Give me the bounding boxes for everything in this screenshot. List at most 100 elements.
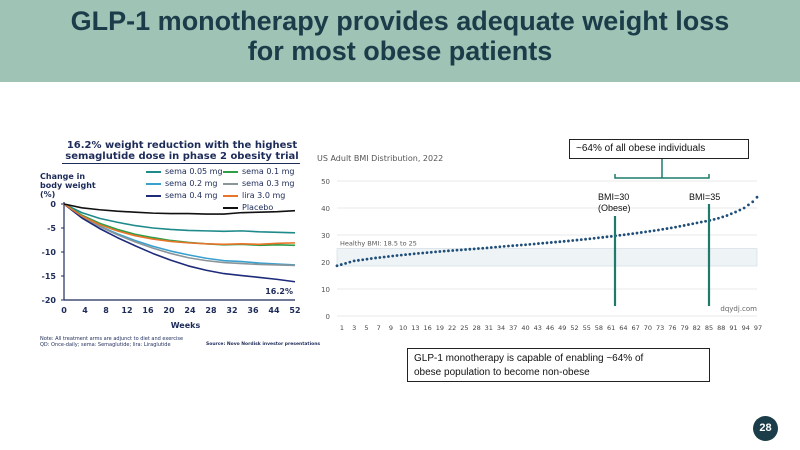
callout-bottom-line2: obese population to become non-obese bbox=[414, 367, 590, 378]
left-chart-ylabel-line3: (%) bbox=[40, 190, 56, 199]
x-tick-label: 40 bbox=[521, 324, 529, 332]
callout-top-box: ~64% of all obese individuals bbox=[569, 139, 749, 159]
x-tick-label: 16 bbox=[142, 306, 154, 315]
bmi-point bbox=[588, 237, 592, 241]
x-tick-label: 82 bbox=[693, 324, 701, 332]
bmi-point bbox=[618, 233, 622, 237]
bmi-point bbox=[575, 238, 579, 242]
bmi-point bbox=[558, 240, 562, 244]
bmi-point bbox=[481, 246, 485, 250]
legend-label: sema 0.1 mg bbox=[242, 167, 295, 176]
bmi-point bbox=[494, 245, 497, 249]
x-tick-label: 73 bbox=[656, 324, 664, 332]
bmi-point bbox=[387, 255, 390, 258]
x-tick-label: 3 bbox=[352, 324, 356, 332]
bmi-point bbox=[421, 251, 425, 255]
x-tick-label: 88 bbox=[717, 324, 725, 332]
bmi-point bbox=[687, 223, 690, 226]
bmi-point bbox=[352, 259, 356, 263]
x-tick-label: 43 bbox=[534, 324, 542, 332]
bmi-point bbox=[751, 200, 755, 204]
legend-label: Placebo bbox=[242, 203, 274, 212]
legend-swatch bbox=[223, 170, 238, 173]
x-tick-label: 28 bbox=[472, 324, 480, 332]
bmi-point bbox=[348, 260, 352, 264]
bmi-point bbox=[747, 203, 750, 207]
x-tick-label: 70 bbox=[644, 324, 652, 332]
bmi-point bbox=[665, 227, 669, 230]
legend-item: sema 0.2 mg bbox=[146, 179, 217, 188]
legend-swatch bbox=[223, 182, 238, 185]
bmi-point bbox=[417, 251, 420, 255]
x-tick-label: 28 bbox=[205, 306, 217, 315]
left-chart-title-divider bbox=[62, 163, 300, 164]
bmi-point bbox=[339, 263, 343, 266]
bmi-point bbox=[378, 256, 382, 259]
bmi-point bbox=[549, 241, 553, 244]
bmi-point bbox=[742, 206, 746, 210]
x-tick-label: 7 bbox=[377, 324, 381, 332]
x-tick-label: 64 bbox=[619, 324, 627, 332]
x-tick-label: 19 bbox=[436, 324, 444, 332]
bmi-point bbox=[412, 252, 416, 256]
bmi-point bbox=[335, 264, 339, 268]
series-line-lira-3-0-mg bbox=[63, 203, 296, 246]
bmi-point bbox=[648, 229, 652, 233]
x-tick-label: 76 bbox=[668, 324, 676, 332]
end-value-label: 16.2% bbox=[265, 287, 293, 296]
bmi-point bbox=[755, 195, 759, 199]
bmi-point bbox=[455, 248, 459, 252]
x-tick-label: 31 bbox=[485, 324, 493, 332]
bmi30-sublabel: (Obese) bbox=[598, 203, 631, 213]
bmi-point bbox=[605, 235, 609, 239]
bmi-point bbox=[374, 256, 377, 260]
callout-bottom-line1: GLP-1 monotherapy is capable of enabling… bbox=[414, 353, 644, 364]
bmi-point bbox=[532, 242, 536, 246]
bmi-point bbox=[519, 243, 523, 247]
legend-item: sema 0.05 mg bbox=[146, 167, 223, 176]
bmi-point bbox=[562, 239, 566, 243]
x-tick-label: 61 bbox=[607, 324, 615, 332]
left-chart-ylabel: Change in body weight (%) bbox=[40, 172, 96, 199]
bmi-point bbox=[682, 224, 686, 227]
left-chart-source: Source: Novo Nordisk investor presentati… bbox=[206, 342, 321, 347]
bmi-point bbox=[498, 245, 502, 249]
bmi-point bbox=[391, 254, 395, 258]
bmi-point bbox=[438, 250, 442, 253]
x-tick-label: 67 bbox=[632, 324, 640, 332]
legend-swatch bbox=[223, 194, 238, 197]
x-tick-label: 36 bbox=[247, 306, 259, 315]
legend-label: sema 0.3 mg bbox=[242, 179, 295, 188]
bmi-point bbox=[434, 250, 437, 254]
watermark: dqydj.com bbox=[720, 305, 757, 313]
legend-label: sema 0.05 mg bbox=[165, 167, 223, 176]
bmi-point bbox=[477, 247, 480, 250]
slide-title: GLP-1 monotherapy provides adequate weig… bbox=[0, 6, 800, 66]
bmi-point bbox=[511, 244, 515, 248]
bmi-point bbox=[622, 233, 626, 237]
x-tick-label: 55 bbox=[583, 324, 591, 332]
series-line-sema-0-3-mg bbox=[63, 203, 296, 267]
bmi-point bbox=[425, 251, 429, 255]
callout-bottom-box: GLP-1 monotherapy is capable of enabling… bbox=[407, 348, 710, 382]
bmi-point bbox=[601, 235, 605, 239]
x-tick-label: 52 bbox=[289, 306, 300, 315]
bmi-point bbox=[597, 236, 600, 240]
legend-swatch bbox=[146, 170, 161, 173]
y-tick-label: 0 bbox=[50, 200, 56, 209]
series-line-sema-0-05-mg bbox=[63, 203, 296, 234]
bmi-point bbox=[738, 208, 742, 212]
legend-swatch bbox=[146, 182, 161, 185]
x-tick-label: 25 bbox=[460, 324, 468, 332]
left-chart-title-line1: 16.2% weight reduction with the highest bbox=[66, 140, 298, 151]
bmi-point bbox=[691, 222, 695, 226]
note-line2: QD: Once-daily; sema: Semaglutide; lira:… bbox=[40, 342, 171, 348]
bmi-point bbox=[652, 229, 656, 233]
x-tick-label: 10 bbox=[399, 324, 407, 332]
left-chart-title: 16.2% weight reduction with the highest … bbox=[62, 140, 302, 162]
weight-loss-chart: 0 -5 -10 -15 -20 0 4 8 12 16 20 24 28 32 36 44 52 Weeks 16… bbox=[42, 200, 301, 330]
bmi-point bbox=[699, 220, 703, 224]
legend-item: lira 3.0 mg bbox=[223, 191, 285, 200]
legend-item: sema 0.1 mg bbox=[223, 167, 294, 176]
